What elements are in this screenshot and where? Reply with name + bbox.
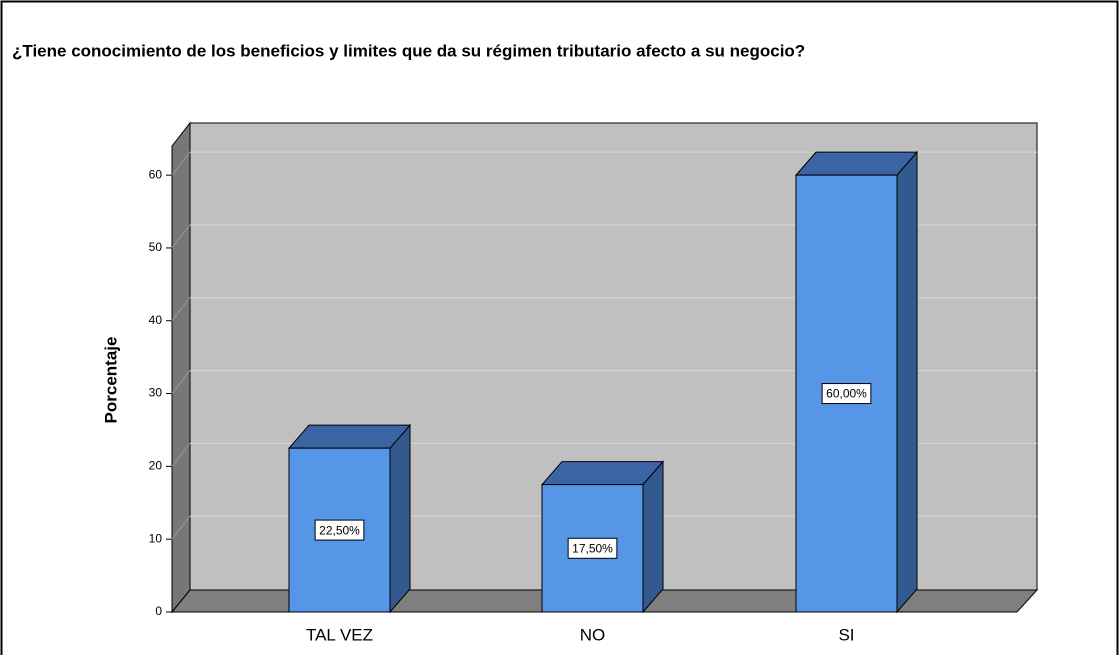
value-label-box <box>314 519 365 541</box>
chart-title: ¿Tiene conocimiento de los beneficios y … <box>12 41 805 60</box>
y-tick-label: 50 <box>149 240 163 254</box>
bar-top <box>794 151 919 176</box>
value-label-box <box>821 383 872 405</box>
value-label: 22,50% <box>319 523 360 537</box>
grid-line <box>171 224 191 249</box>
y-tick-label: 10 <box>149 531 163 545</box>
bar-top <box>287 424 412 449</box>
y-tick-label: 60 <box>149 167 163 181</box>
grid-line <box>171 297 191 322</box>
grid-line <box>171 151 191 176</box>
y-tick-label: 0 <box>155 604 162 618</box>
bar-side <box>642 460 664 614</box>
value-label: 17,50% <box>572 541 613 555</box>
x-tick-label: TAL VEZ <box>306 625 373 644</box>
x-tick-label: SI <box>838 625 854 644</box>
left-wall <box>171 121 191 614</box>
value-label-box <box>567 537 618 559</box>
grid-line <box>171 515 191 540</box>
bar-top <box>540 461 665 486</box>
value-label: 60,00% <box>826 387 867 401</box>
x-tick-label: NO <box>580 625 606 644</box>
y-tick-label: 30 <box>149 386 163 400</box>
y-tick-label: 40 <box>149 313 163 327</box>
grid-line <box>171 443 191 467</box>
y-tick-label: 20 <box>149 459 163 473</box>
bar-side <box>389 423 411 614</box>
bar-side <box>896 150 918 614</box>
grid-line <box>171 370 191 394</box>
y-axis-label: Porcentaje <box>101 337 120 424</box>
